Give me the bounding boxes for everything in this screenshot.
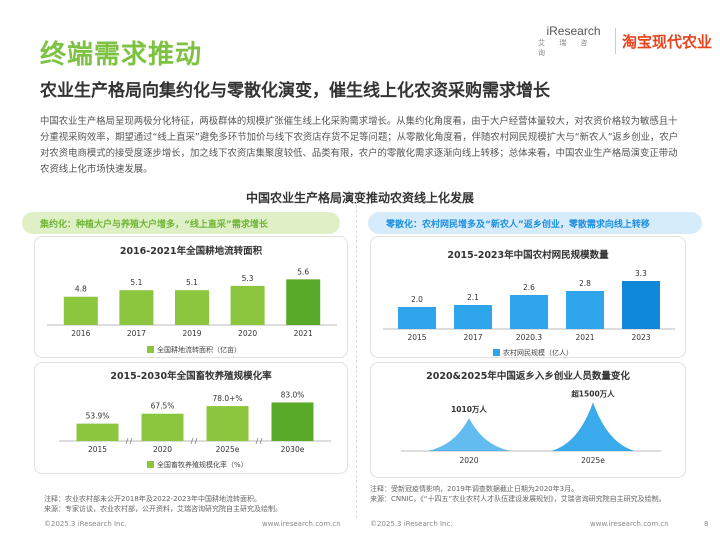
data-label: 超1500万人 — [570, 388, 615, 398]
chart-livestock: 53.9% 2015 67.5% 2020 78.0+% 2025e 83.0% 2030e 全… — [59, 390, 331, 469]
axis-break-mark — [190, 437, 194, 445]
note-right-text: 注释：受新冠疫情影响，2019年调查数据截止日期为2020年3月。 来源：CNN… — [370, 485, 666, 503]
iresearch-logo-text: iResearch — [546, 24, 601, 38]
data-label: 5.3 — [242, 274, 254, 283]
iresearch-logo: iResearch 艾 瑞 咨 询 — [538, 24, 616, 57]
note-right: 注释：受新冠疫情影响，2019年调查数据截止日期为2020年3月。 来源：CNN… — [370, 484, 690, 504]
tick-label: 2020 — [153, 445, 172, 454]
tick-label: 2015 — [88, 445, 107, 454]
axis-break-mark — [255, 437, 259, 445]
chart-title: 2015-2030年全国畜牧养殖规模化率 — [110, 371, 272, 382]
data-label: 67.5% — [151, 402, 175, 411]
chart-bar — [141, 413, 184, 441]
axis-break-mark — [125, 437, 129, 445]
section-title: 中国农业生产格局演变推动农资线上化发展 — [245, 191, 474, 205]
legend-label: 农村网民规模（亿人） — [503, 348, 573, 357]
tick-label: 2017 — [127, 329, 146, 338]
panel-rural-netizens: 2015-2023年中国农村网民规模数量 2.0 2015 2.1 2017 2.6 20… — [370, 236, 686, 358]
data-label: 5.1 — [130, 278, 142, 287]
chart-bar — [286, 279, 321, 325]
data-label: 4.8 — [75, 285, 87, 294]
page-subtitle: 农业生产格局向集约化与零散化演变，催生线上化农资采购需求增长 — [40, 81, 550, 101]
column-divider — [356, 200, 357, 518]
chart-bar — [622, 281, 660, 329]
panel-livestock: 2015-2030年全国畜牧养殖规模化率 53.9% 2015 67.5% 2020 7… — [34, 362, 348, 474]
banner-fragmentation: 零散化：农村网民增多及“新农人”返乡创业，零散需求向线上转移 — [368, 212, 702, 234]
chart-bar — [398, 307, 436, 329]
chart-rural-netizens: 2.0 2015 2.1 2017 2.6 2020.3 2.8 2021 3.3 2023 农村网… — [383, 269, 675, 357]
partner-logo: 淘宝现代农业 — [621, 32, 712, 51]
tick-label: 2017 — [463, 333, 482, 342]
chart-bar — [175, 290, 209, 325]
data-label: 83.0% — [281, 390, 305, 399]
chart-bar — [271, 402, 314, 441]
tick-label: 2023 — [631, 333, 650, 342]
tick-label: 2030e — [281, 445, 305, 454]
tick-label: 2025e — [581, 456, 605, 465]
footer-url-left: www.iresearch.com.cn — [262, 520, 341, 528]
legend-label: 全国耕地流转面积（亿亩） — [157, 345, 241, 354]
chart-bar — [510, 295, 548, 329]
chart-bar — [119, 290, 154, 325]
tick-label: 2020 — [238, 329, 257, 338]
chart-bar — [63, 296, 98, 325]
note-left-text: 注释：农业农村部未公开2018年及2022-2023年中国耕地流转面积。 来源：… — [44, 495, 282, 513]
banner-intensification: 集约化：种植大户与养殖大户增多，“线上直采”需求增长 — [22, 212, 340, 234]
page-title: 终端需求推动 — [40, 40, 203, 70]
axis-break-mark — [129, 437, 133, 445]
chart-bar — [230, 285, 265, 325]
tick-label: 2020 — [459, 456, 478, 465]
data-label: 5.1 — [186, 278, 198, 287]
tick-label: 2019 — [182, 329, 201, 338]
panel-land-transfer: 2016-2021年全国耕地流转面积 4.8 2016 5.1 2017 5.1 2019… — [34, 236, 348, 358]
mountain-shape — [427, 418, 511, 451]
iresearch-logo-subtext: 艾 瑞 咨 询 — [537, 39, 594, 57]
data-label: 2.6 — [523, 283, 535, 292]
data-label: 53.9% — [86, 412, 110, 421]
chart-title: 2016-2021年全国耕地流转面积 — [119, 246, 263, 257]
data-label: 3.3 — [635, 269, 647, 278]
footer-copyright-left: ©2025.3 iResearch Inc. — [44, 520, 127, 528]
footer-url-right: www.iresearch.com.cn — [590, 520, 669, 528]
tick-label: 2021 — [575, 333, 594, 342]
chart-land-transfer: 4.8 2016 5.1 2017 5.1 2019 5.3 2020 5.6 2021 全国耕地流… — [47, 267, 337, 354]
note-left: 注释：农业农村部未公开2018年及2022-2023年中国耕地流转面积。 来源：… — [44, 494, 344, 514]
data-label: 1010万人 — [451, 405, 487, 414]
intro-paragraph: 中国农业生产格局呈现两极分化特征，两极群体的规模扩张催生线上化采购需求增长。从集… — [40, 116, 679, 175]
chart-returnee-entrepreneurs: 1010万人 2020 超1500万人 2025e — [401, 388, 661, 465]
chart-bar — [566, 291, 604, 329]
data-label: 2.0 — [411, 295, 423, 304]
axis-break-mark — [194, 437, 198, 445]
tick-label: 2020.3 — [516, 333, 542, 342]
data-label: 2.8 — [579, 279, 591, 288]
tick-label: 2016 — [71, 329, 90, 338]
chart-bar — [76, 423, 119, 441]
data-label: 78.0+% — [212, 394, 242, 403]
mountain-shape — [551, 402, 635, 451]
tick-label: 2025e — [216, 445, 240, 454]
data-label: 5.6 — [297, 267, 309, 276]
tick-label: 2015 — [407, 333, 426, 342]
data-label: 2.1 — [467, 293, 479, 302]
chart-bar — [454, 305, 492, 329]
footer-copyright-right: ©2025.3 iResearch Inc. — [370, 520, 453, 528]
legend-label: 全国畜牧养殖规模化率（%） — [157, 460, 248, 469]
chart-title: 2015-2023年中国农村网民规模数量 — [447, 250, 609, 261]
tick-label: 2021 — [294, 329, 313, 338]
chart-bar — [206, 406, 249, 441]
axis-break-mark — [259, 437, 263, 445]
logo-group: iResearch 艾 瑞 咨 询 淘宝现代农业 — [538, 24, 712, 57]
page-number: 8 — [704, 520, 709, 528]
chart-title: 2020&2025年中国返乡入乡创业人员数量变化 — [426, 371, 630, 382]
panel-returnee-entrepreneurs: 2020&2025年中国返乡入乡创业人员数量变化 1010万人 2020 超1500… — [370, 362, 686, 478]
legend-swatch — [147, 346, 154, 353]
legend-swatch — [147, 461, 154, 468]
legend-swatch — [493, 349, 500, 356]
